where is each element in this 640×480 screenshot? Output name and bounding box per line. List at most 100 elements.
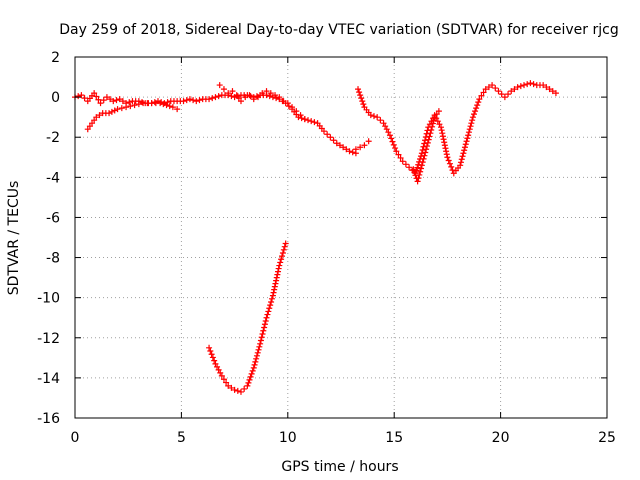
data-point <box>78 92 85 99</box>
data-point <box>234 387 241 394</box>
y-tick-label: 2 <box>51 50 60 66</box>
data-point <box>126 99 133 106</box>
data-point <box>277 259 284 266</box>
data-point <box>96 112 103 119</box>
data-point <box>459 153 466 160</box>
plot-frame <box>74 56 608 419</box>
data-point <box>465 129 472 136</box>
data-point <box>475 99 482 106</box>
data-point <box>279 253 286 260</box>
data-point <box>113 97 120 104</box>
series-arc-5 <box>355 80 559 177</box>
x-tick-label: 20 <box>492 430 510 446</box>
data-point <box>250 364 257 371</box>
data-point <box>517 83 524 90</box>
data-point <box>282 240 289 247</box>
data-point <box>434 118 441 125</box>
data-point <box>399 158 406 165</box>
data-point <box>436 121 443 128</box>
data-point <box>428 127 435 134</box>
data-point <box>244 382 251 389</box>
data-point <box>246 92 253 99</box>
data-point <box>186 96 193 103</box>
data-point <box>392 145 399 152</box>
data-point <box>418 165 425 172</box>
data-point <box>443 151 450 158</box>
data-point <box>261 324 268 331</box>
data-point <box>247 93 254 100</box>
data-point <box>258 334 265 341</box>
data-point <box>166 103 173 110</box>
data-point <box>552 90 559 97</box>
data-point <box>273 95 280 102</box>
data-point <box>357 144 364 151</box>
y-tick-label: -4 <box>46 170 60 186</box>
data-point <box>254 349 261 356</box>
data-point <box>253 352 260 359</box>
data-point <box>320 128 327 135</box>
data-point <box>423 146 430 153</box>
data-point <box>297 112 304 119</box>
data-point <box>261 321 268 328</box>
data-point <box>355 86 362 93</box>
data-point <box>393 148 400 155</box>
data-point <box>75 93 82 100</box>
x-tick-label: 5 <box>177 430 186 446</box>
data-point <box>268 298 275 305</box>
data-point <box>265 308 272 315</box>
data-point <box>461 147 468 154</box>
data-point <box>253 93 260 100</box>
data-point <box>127 103 134 110</box>
data-point <box>472 108 479 115</box>
data-point <box>271 283 278 290</box>
data-point <box>417 168 424 175</box>
data-point <box>100 97 107 104</box>
data-point <box>402 161 409 168</box>
data-point <box>546 86 553 93</box>
data-point <box>388 135 395 142</box>
data-point <box>264 311 271 318</box>
data-point <box>220 86 227 93</box>
data-point <box>440 136 447 143</box>
data-point <box>427 130 434 137</box>
data-point <box>397 154 404 161</box>
y-tick-label: -8 <box>46 251 60 267</box>
data-point <box>272 92 279 99</box>
data-point <box>527 80 534 87</box>
data-point <box>251 361 258 368</box>
data-point <box>271 286 278 293</box>
data-point <box>495 88 502 95</box>
data-point <box>478 92 485 99</box>
data-point <box>382 123 389 130</box>
y-tick-label: -16 <box>37 411 60 427</box>
data-point <box>439 130 446 137</box>
data-point <box>276 94 283 101</box>
data-point <box>91 90 98 97</box>
y-tick-label: -2 <box>46 130 60 146</box>
data-point <box>359 98 366 105</box>
data-point <box>330 137 337 144</box>
data-point <box>423 143 430 150</box>
data-point <box>259 90 266 97</box>
data-point <box>253 355 260 362</box>
data-point <box>415 175 422 182</box>
data-point <box>492 85 499 92</box>
data-point <box>255 94 262 101</box>
data-point <box>215 366 222 373</box>
data-point <box>489 82 496 89</box>
data-point <box>471 111 477 118</box>
data-point <box>208 351 215 358</box>
data-point <box>231 386 238 393</box>
data-point <box>280 98 287 105</box>
data-point <box>421 152 428 159</box>
data-point <box>119 98 126 105</box>
data-point <box>467 123 474 130</box>
data-point <box>216 82 223 89</box>
data-point <box>252 358 259 365</box>
data-point <box>266 93 273 100</box>
data-point <box>367 112 374 119</box>
data-point <box>164 99 171 106</box>
data-point <box>426 133 433 140</box>
data-point <box>193 98 200 105</box>
data-point <box>160 101 167 108</box>
